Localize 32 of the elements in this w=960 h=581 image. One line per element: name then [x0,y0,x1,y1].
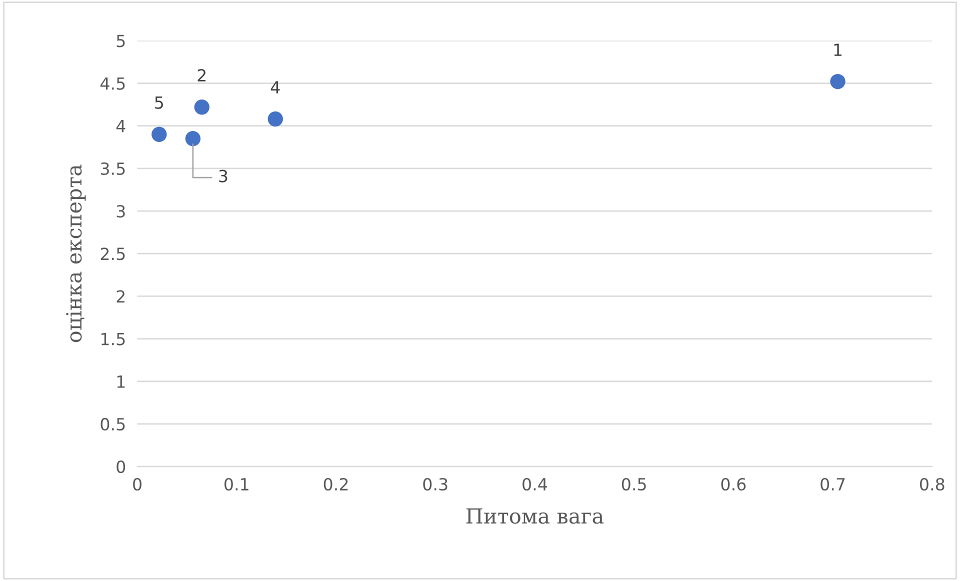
y-tick-label: 0 [116,460,126,474]
annotation: 1 [834,44,842,56]
x-tick-label: 0.8 [920,478,944,491]
y-axis-title: оцінка експерта [66,164,86,342]
y-tick-label: 5 [116,34,125,48]
x-tick-label: 0.6 [721,478,746,491]
x-tick-label: 0.3 [423,478,448,491]
y-tick-label: 2.5 [100,248,125,260]
y-tick-label: 4 [116,120,126,132]
y-tick-label: 1.5 [101,332,125,346]
y-tick-label: 1 [117,376,125,388]
x-tick-label: 0.2 [324,478,348,491]
x-tick-label: 0.5 [622,478,646,491]
x-axis-title: Питома вага [466,508,604,524]
x-tick-label: 0 [133,478,142,491]
point [830,74,846,90]
x-tick-label: 0.1 [224,478,248,491]
point [152,126,167,142]
point [185,131,201,146]
annotation: 2 [198,69,206,82]
x-tick-label: 0.7 [820,478,845,491]
annotation: 4 [270,81,280,94]
point [268,111,283,127]
annotation: 5 [155,96,163,109]
y-tick-label: 3.5 [100,162,125,175]
y-tick-label: 0.5 [100,418,125,431]
y-tick-label: 3 [116,204,125,218]
annotation: 3 [219,170,228,182]
y-tick-label: 4.5 [100,77,125,90]
y-tick-label: 2 [116,290,124,303]
x-tick-label: 0.4 [522,478,548,491]
point [194,100,210,115]
